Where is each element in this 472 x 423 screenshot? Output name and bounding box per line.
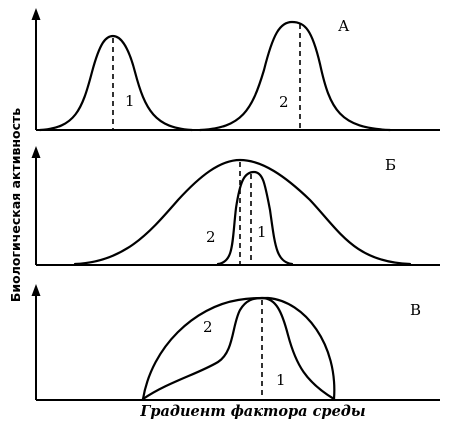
panel-a-letter: А [338,17,350,35]
panel-a: 1 2 А [31,8,440,132]
panel-v-letter: В [410,301,421,319]
panel-b-curve-2-label: 2 [206,228,216,246]
panel-b-curve-1-label: 1 [257,223,267,241]
panel-v: 2 1 В [31,284,440,401]
panel-v-curve-1-label: 1 [276,371,286,389]
panel-b-y-arrow [31,146,41,158]
panel-a-curve-2-label: 2 [279,93,289,111]
panel-b-curve-1 [216,170,294,266]
panel-a-curve-1 [38,34,194,132]
panel-b-letter: Б [385,156,396,174]
panel-v-curve-1 [141,296,336,401]
panel-b-curve-2 [73,158,412,266]
panel-v-curve-2-label: 2 [203,318,213,336]
panel-a-y-arrow [31,8,41,20]
panel-a-curve-1-label: 1 [125,92,135,110]
panel-b: 2 1 Б [31,146,440,266]
x-axis-label: Градиент фактора среды [139,403,365,420]
y-axis-label: Биологическая активность [8,108,23,302]
panel-v-y-arrow [31,284,41,296]
panel-a-curve-2 [198,20,392,132]
